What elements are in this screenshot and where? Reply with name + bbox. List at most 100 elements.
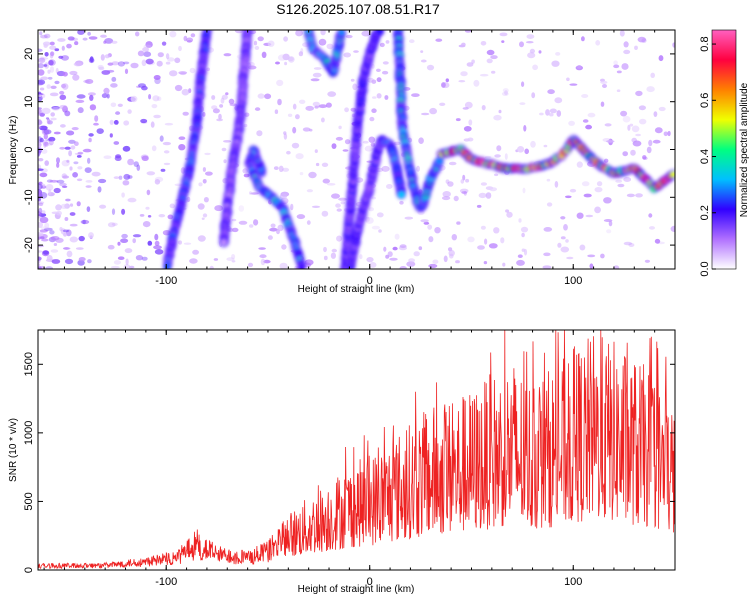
ridge-core — [376, 30, 384, 35]
spectrogram-noise-blob — [38, 202, 44, 207]
spectrogram-noise-blob — [47, 76, 53, 80]
spectrogram-noise-blob — [174, 57, 181, 64]
spectrogram-noise-blob — [141, 155, 149, 161]
spectrogram-noise-blob — [505, 209, 510, 213]
spectrogram-noise-blob — [364, 145, 374, 152]
spectrogram-noise-blob — [101, 93, 108, 99]
spectrogram-noise-blob — [40, 57, 49, 60]
spectrogram-noise-blob — [622, 115, 631, 123]
spectrogram-noise-blob — [282, 167, 290, 172]
spectrogram-noise-blob — [420, 219, 429, 223]
spectrogram-noise-blob — [139, 214, 145, 217]
spectrogram-noise-blob — [40, 76, 49, 81]
spectrogram-noise-blob — [202, 179, 207, 184]
spectrogram-noise-blob — [473, 79, 480, 87]
snr-x-tick-label: 100 — [564, 576, 582, 588]
spectrogram-noise-blob — [382, 61, 389, 65]
spectrogram-noise-blob — [560, 216, 566, 220]
spectrogram-noise-blob — [560, 246, 570, 253]
spectrogram-noise-blob — [594, 206, 601, 214]
spectrogram-noise-blob — [381, 165, 390, 172]
spectrogram-noise-blob — [110, 102, 117, 108]
spectrogram-noise-blob — [460, 179, 465, 184]
spectrogram-noise-blob — [127, 158, 134, 166]
spectrogram-noise-blob — [652, 139, 661, 144]
spectrogram-noise-blob — [581, 94, 589, 98]
spectrogram-noise-blob — [197, 235, 206, 242]
spectrogram-noise-blob — [41, 238, 49, 242]
spectrogram-noise-blob — [321, 162, 329, 167]
spectrogram-noise-blob — [73, 161, 79, 165]
spectrogram-noise-blob — [648, 139, 653, 147]
spectrogram-noise-blob — [620, 110, 628, 117]
spectrogram-noise-blob — [51, 259, 61, 264]
spectrogram-y-tick-label: 10 — [23, 96, 35, 108]
spectrogram-noise-blob — [214, 205, 224, 212]
spectrogram-noise-blob — [670, 225, 675, 232]
spectrogram-noise-blob — [69, 236, 79, 243]
spectrogram-noise-blob — [654, 127, 663, 134]
spectrogram-noise-blob — [423, 221, 430, 225]
snr-x-tick-label: -100 — [155, 576, 177, 588]
spectrogram-noise-blob — [203, 197, 209, 203]
spectrogram-noise-blob — [649, 226, 655, 230]
ridge-core — [221, 239, 227, 246]
spectrogram-noise-blob — [48, 188, 52, 196]
spectrogram-noise-blob — [74, 141, 79, 146]
spectrogram-noise-blob — [121, 233, 128, 239]
spectrogram-noise-blob — [387, 251, 393, 257]
spectrogram-noise-blob — [260, 258, 266, 266]
spectrogram-noise-blob — [60, 203, 68, 209]
spectrogram-noise-blob — [335, 203, 341, 208]
spectrogram-noise-blob — [323, 246, 327, 253]
spectrogram-noise-blob — [77, 30, 85, 35]
spectrogram-noise-blob — [49, 66, 55, 73]
spectrogram-noise-blob — [50, 236, 60, 241]
spectrogram-noise-blob — [129, 265, 135, 269]
spectrogram-noise-blob — [478, 192, 487, 199]
spectrogram-noise-blob — [84, 167, 92, 174]
spectrogram-noise-blob — [523, 125, 527, 132]
spectrogram-noise-blob — [106, 69, 115, 73]
spectrogram-noise-blob — [186, 196, 191, 203]
spectrogram-noise-blob — [58, 55, 64, 59]
spectrogram-noise-blob — [635, 90, 643, 97]
spectrogram-noise-blob — [103, 87, 110, 94]
spectrogram-noise-blob — [447, 181, 454, 187]
spectrogram-noise-blob — [490, 55, 498, 60]
spectrogram-noise-blob — [302, 127, 311, 132]
spectrogram-noise-blob — [371, 225, 380, 230]
spectrogram-noise-blob — [392, 246, 398, 251]
spectrogram-noise-blob — [283, 36, 288, 42]
spectrogram-noise-blob — [123, 173, 131, 180]
spectrogram-noise-blob — [486, 58, 493, 64]
spectrogram-noise-blob — [63, 247, 70, 250]
spectrogram-noise-blob — [165, 53, 170, 60]
spectrogram-noise-blob — [50, 51, 55, 57]
spectrogram-noise-blob — [463, 191, 467, 196]
spectrogram-noise-blob — [206, 67, 210, 72]
snr-y-axis-label: SNR (10 * v/v) — [8, 418, 19, 482]
ridge-core — [398, 191, 405, 198]
spectrogram-noise-blob — [517, 254, 523, 258]
spectrogram-noise-blob — [466, 62, 474, 67]
spectrogram-noise-blob — [458, 80, 466, 83]
colorbar-tick-label: 0.8 — [699, 36, 711, 51]
spectrogram-noise-blob — [292, 126, 297, 134]
spectrogram-noise-blob — [38, 216, 42, 219]
spectrogram-noise-blob — [48, 136, 56, 142]
ridge-core — [338, 30, 345, 36]
spectrogram-noise-blob — [279, 262, 288, 269]
spectrogram-noise-blob — [323, 255, 328, 261]
spectrogram-noise-blob — [97, 186, 102, 193]
spectrogram-noise-blob — [111, 76, 117, 82]
spectrogram-noise-blob — [165, 61, 171, 65]
spectrogram-noise-blob — [42, 41, 51, 46]
spectrogram-noise-blob — [39, 93, 46, 99]
spectrogram-noise-blob — [69, 223, 78, 227]
snr-y-tick-label: 500 — [23, 492, 35, 510]
spectrogram-noise-blob — [630, 149, 636, 156]
spectrogram-noise-blob — [153, 245, 162, 250]
spectrogram-noise-blob — [606, 229, 612, 234]
